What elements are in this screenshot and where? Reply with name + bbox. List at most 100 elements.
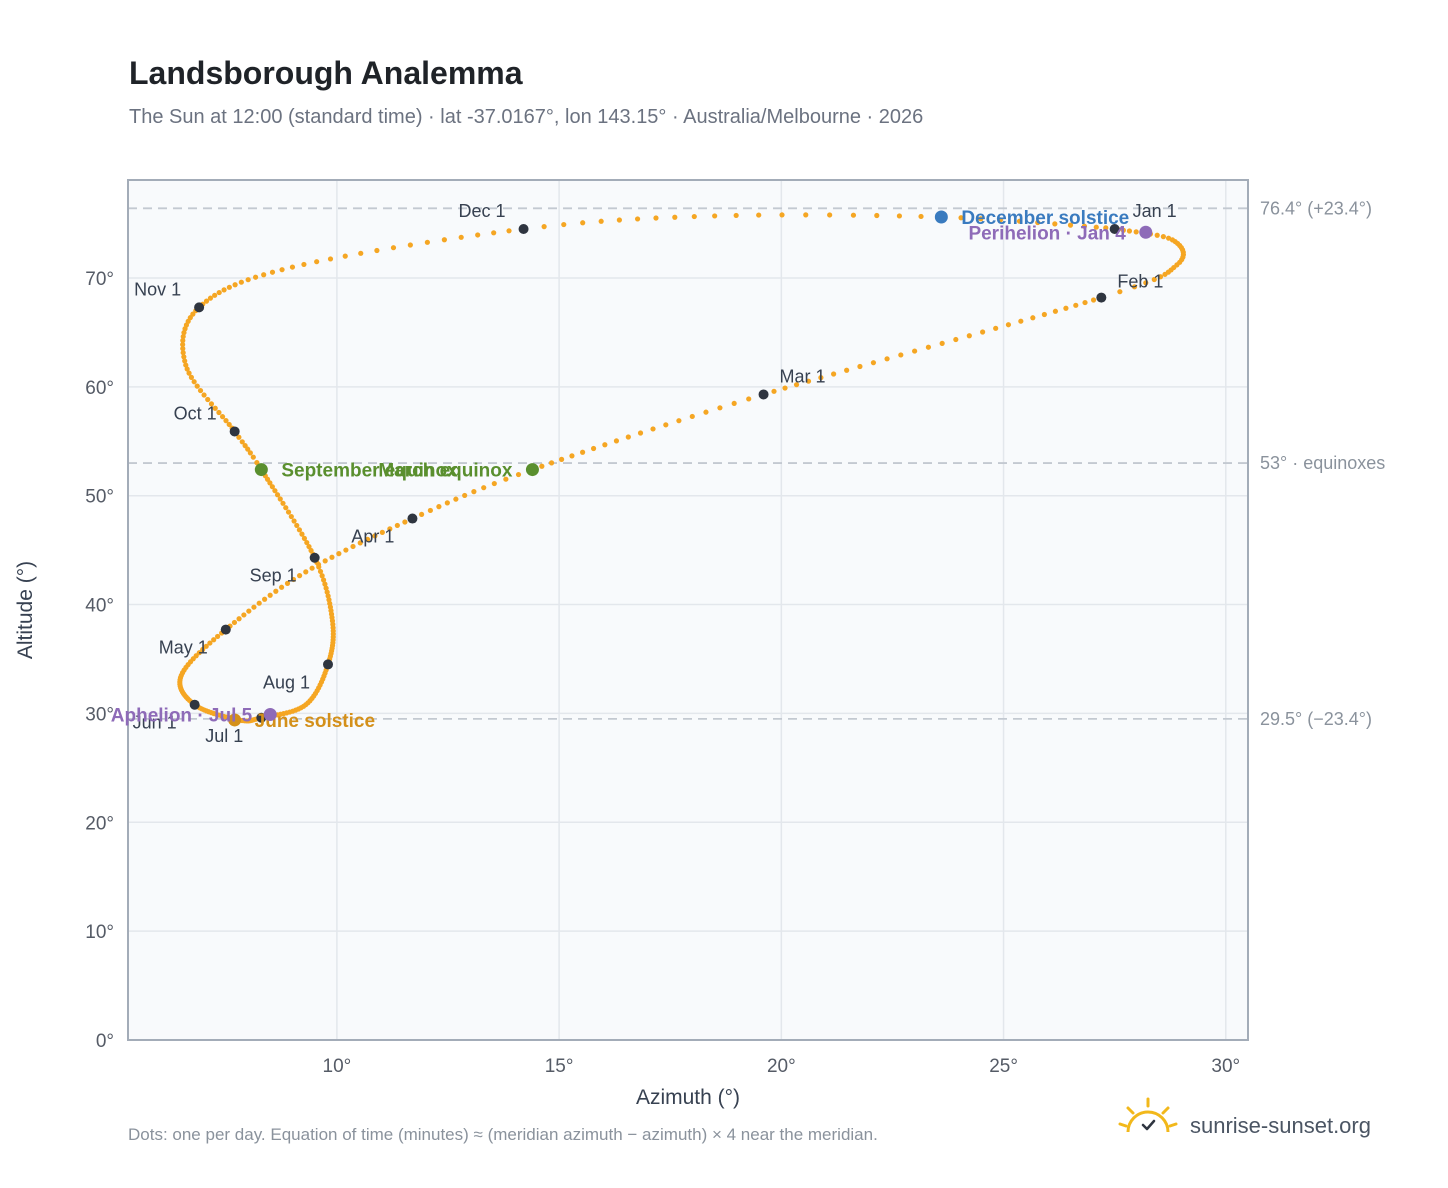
day-dot — [1063, 305, 1069, 311]
day-dot — [898, 352, 904, 358]
day-dot — [958, 215, 964, 221]
day-dot — [197, 387, 204, 394]
day-dot — [731, 400, 737, 407]
day-dot — [953, 336, 959, 343]
day-dot — [350, 543, 356, 550]
day-dot — [205, 396, 211, 403]
day-dot — [844, 367, 850, 373]
day-dot — [181, 354, 187, 360]
brand-name: sunrise-sunset.org — [1190, 1113, 1371, 1138]
month-marker — [220, 624, 231, 635]
day-dot — [441, 237, 447, 243]
day-dot — [242, 443, 248, 449]
day-dot — [1143, 280, 1149, 286]
day-dot — [246, 608, 252, 614]
day-dot — [280, 500, 286, 506]
day-dot — [1030, 315, 1036, 321]
day-dot — [296, 527, 303, 533]
day-dot — [1041, 311, 1047, 318]
day-dot — [1073, 302, 1079, 308]
y-tick-label: 70° — [85, 269, 114, 290]
month-marker — [407, 513, 418, 524]
day-dot — [625, 434, 631, 440]
day-dot — [580, 449, 586, 455]
day-dot — [273, 588, 279, 594]
day-dot — [327, 256, 334, 262]
day-dot — [896, 213, 903, 219]
day-dot — [703, 409, 709, 415]
day-dot — [779, 212, 785, 218]
day-dot — [613, 438, 620, 444]
day-dot — [462, 492, 468, 499]
day-dot — [912, 348, 918, 354]
event-label: Aphelion · Jul 5 — [111, 706, 253, 727]
day-dot — [1005, 322, 1012, 328]
day-dot — [314, 259, 320, 265]
day-dot — [303, 569, 309, 575]
day-dot — [279, 584, 285, 590]
event-label: September equinox — [281, 461, 458, 482]
day-dot — [653, 215, 659, 221]
month-label: Apr 1 — [351, 527, 394, 547]
event-marker — [934, 210, 948, 224]
day-dot — [322, 558, 328, 564]
y-tick-label: 50° — [85, 487, 114, 508]
month-label: Feb 1 — [1117, 272, 1163, 292]
day-dot — [186, 370, 192, 376]
day-dot — [539, 463, 545, 469]
day-dot — [236, 616, 242, 622]
day-dot — [475, 232, 481, 238]
day-dot — [1117, 289, 1123, 295]
day-dot — [309, 565, 315, 571]
day-dot — [251, 604, 257, 610]
day-dot — [207, 295, 214, 301]
day-dot — [394, 522, 400, 529]
event-marker — [1139, 225, 1153, 239]
day-dot — [548, 460, 555, 466]
day-dot — [239, 439, 245, 445]
day-dot — [676, 418, 682, 424]
day-dot — [491, 230, 497, 236]
event-marker — [254, 463, 268, 477]
day-dot — [219, 414, 226, 420]
day-dot — [1126, 228, 1133, 234]
day-dot — [756, 212, 762, 218]
day-dot — [818, 375, 824, 381]
day-dot — [180, 337, 186, 344]
y-tick-label: 10° — [85, 922, 114, 943]
day-dot — [598, 218, 604, 224]
day-dot — [190, 311, 196, 317]
chart-subtitle: The Sun at 12:00 (standard time) · lat -… — [129, 106, 923, 128]
x-tick-label: 15° — [545, 1056, 574, 1077]
day-dot — [289, 264, 296, 270]
day-dot — [491, 480, 497, 487]
day-dot — [379, 529, 385, 535]
day-dot — [203, 298, 210, 304]
day-dot — [1162, 271, 1168, 277]
day-dot — [180, 345, 186, 352]
day-dot — [247, 450, 253, 456]
day-dot — [733, 212, 739, 219]
day-dot — [717, 405, 723, 411]
day-dot — [357, 540, 363, 546]
day-dot — [223, 418, 229, 424]
day-dot — [966, 333, 972, 339]
day-dot — [1018, 318, 1024, 324]
day-dot — [284, 580, 291, 586]
month-marker — [194, 302, 205, 313]
day-dot — [374, 247, 380, 254]
month-label: Sep 1 — [250, 566, 297, 586]
day-dot — [805, 378, 812, 384]
day-dot — [602, 442, 608, 448]
month-label: Mar 1 — [780, 366, 826, 386]
day-dot — [637, 430, 644, 436]
day-dot — [308, 547, 314, 554]
day-dot — [226, 284, 232, 290]
day-dot — [306, 543, 312, 550]
day-dot — [191, 379, 197, 385]
day-dot — [650, 426, 656, 432]
x-tick-label: 30° — [1211, 1056, 1240, 1077]
day-dot — [1120, 227, 1126, 233]
